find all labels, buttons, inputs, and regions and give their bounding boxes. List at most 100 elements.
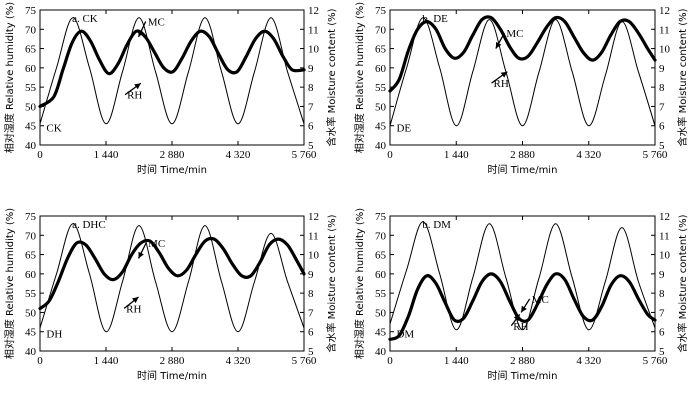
y-left-tick-label: 70 bbox=[375, 230, 387, 242]
y-left-tick-label: 55 bbox=[375, 288, 387, 300]
y-left-tick-label: 50 bbox=[375, 307, 387, 319]
y-right-tick-label: 12 bbox=[659, 5, 670, 17]
annotation-rh: RH bbox=[126, 303, 141, 315]
y-right-tick-label: 11 bbox=[659, 230, 670, 242]
series-mc-line bbox=[388, 15, 657, 93]
y-right-axis-label: 含水率 Moisture content (%) bbox=[325, 214, 338, 352]
y-right-tick-label: 9 bbox=[659, 269, 665, 281]
series-rh-line bbox=[39, 223, 305, 333]
x-tick-label: 5 760 bbox=[643, 149, 668, 161]
y-right-tick-label: 12 bbox=[308, 211, 319, 223]
x-tick-label: 0 bbox=[387, 355, 393, 367]
x-tick-label: 2 880 bbox=[160, 355, 185, 367]
x-tick-label: 1 440 bbox=[94, 355, 119, 367]
y-left-tick-label: 55 bbox=[375, 82, 387, 94]
y-left-tick-label: 70 bbox=[25, 24, 37, 36]
panel-label: a. CK bbox=[72, 13, 98, 25]
y-left-tick-label: 70 bbox=[375, 24, 387, 36]
y-right-axis-label: 含水率 Moisture content (%) bbox=[676, 8, 689, 146]
y-left-tick-label: 50 bbox=[25, 101, 37, 113]
y-right-tick-label: 5 bbox=[659, 346, 665, 358]
y-left-tick-label: 45 bbox=[375, 121, 387, 133]
panel-dm: 0 1 440 2 880 4 320 5 760 40 45 50 55 60 65 70 75 5 6 7… bbox=[353, 208, 689, 382]
y-right-tick-label: 12 bbox=[308, 5, 319, 17]
annotation-arrow-head bbox=[138, 30, 144, 37]
y-right-tick-label: 8 bbox=[308, 288, 314, 300]
y-right-tick-label: 7 bbox=[308, 307, 314, 319]
y-left-tick-label: 45 bbox=[375, 327, 387, 339]
annotation-arrow-head bbox=[495, 41, 502, 49]
y-right-tick-label: 10 bbox=[308, 44, 320, 56]
y-left-tick-label: 60 bbox=[25, 63, 37, 75]
annotation-arrow-head bbox=[138, 251, 144, 259]
x-tick-label: 5 760 bbox=[292, 149, 317, 161]
panel-de: 0 1 440 2 880 4 320 5 760 40 45 50 55 60 65 70 75 5 6 7… bbox=[353, 2, 689, 176]
y-right-tick-label: 8 bbox=[659, 288, 665, 300]
y-right-tick-label: 9 bbox=[659, 63, 665, 75]
y-left-tick-label: 60 bbox=[375, 63, 387, 75]
y-right-tick-label: 6 bbox=[308, 121, 314, 133]
series-mc-line bbox=[38, 29, 306, 108]
y-right-tick-label: 5 bbox=[308, 346, 314, 358]
series-rh-line bbox=[39, 17, 305, 125]
y-right-tick-label: 9 bbox=[308, 269, 314, 281]
x-tick-label: 0 bbox=[37, 149, 43, 161]
y-right-tick-label: 11 bbox=[659, 24, 670, 36]
y-left-tick-label: 45 bbox=[25, 327, 37, 339]
y-right-tick-label: 7 bbox=[308, 101, 314, 113]
treatment-label: CK bbox=[46, 123, 61, 135]
panel-ck: 0 1 440 2 880 4 320 5 760 40 45 50 55 60 65 70 75 5 6 7… bbox=[3, 2, 338, 176]
y-left-tick-label: 40 bbox=[375, 140, 387, 152]
y-left-tick-label: 60 bbox=[25, 269, 37, 281]
annotation-mc: MC bbox=[148, 16, 165, 28]
y-left-tick-label: 40 bbox=[375, 346, 387, 358]
x-axis-label: 时间 Time/min bbox=[488, 369, 558, 382]
x-axis-label: 时间 Time/min bbox=[488, 163, 558, 176]
annotation-rh: RH bbox=[494, 78, 509, 90]
y-right-tick-label: 8 bbox=[659, 82, 665, 94]
y-right-tick-label: 6 bbox=[308, 327, 314, 339]
y-left-axis-label: 相对湿度 Relative humidity (%) bbox=[3, 2, 16, 153]
x-tick-label: 2 880 bbox=[160, 149, 185, 161]
panel-dhc: 0 1 440 2 880 4 320 5 760 40 45 50 55 60 65 70 75 5 6 7… bbox=[3, 208, 338, 382]
y-right-tick-label: 11 bbox=[308, 230, 319, 242]
y-right-tick-label: 10 bbox=[659, 250, 671, 262]
annotation-arrow-head bbox=[521, 305, 527, 313]
y-left-tick-label: 75 bbox=[25, 211, 37, 223]
x-tick-label: 5 760 bbox=[643, 355, 668, 367]
y-right-tick-label: 6 bbox=[659, 327, 665, 339]
treatment-label: DH bbox=[46, 329, 62, 341]
annotation-arrow-head bbox=[131, 297, 139, 304]
x-tick-label: 2 880 bbox=[510, 149, 535, 161]
y-left-tick-label: 65 bbox=[25, 44, 37, 56]
y-left-tick-label: 60 bbox=[375, 269, 387, 281]
y-left-tick-label: 40 bbox=[25, 140, 37, 152]
y-left-tick-label: 75 bbox=[375, 5, 387, 17]
y-left-tick-label: 75 bbox=[25, 5, 37, 17]
annotation-arrow-head bbox=[513, 314, 520, 321]
x-tick-label: 1 440 bbox=[444, 149, 469, 161]
x-tick-label: 0 bbox=[37, 355, 43, 367]
y-left-tick-label: 45 bbox=[25, 121, 37, 133]
annotation-mc: MC bbox=[148, 238, 165, 250]
series-rh-line bbox=[389, 17, 656, 127]
y-right-tick-label: 12 bbox=[659, 211, 670, 223]
series-mc-line bbox=[388, 272, 657, 341]
y-left-axis-label: 相对湿度 Relative humidity (%) bbox=[353, 208, 366, 359]
y-left-tick-label: 50 bbox=[375, 101, 387, 113]
x-tick-label: 0 bbox=[387, 149, 393, 161]
y-left-tick-label: 55 bbox=[25, 82, 37, 94]
y-right-tick-label: 11 bbox=[308, 24, 319, 36]
panel-label: a. DHC bbox=[72, 219, 106, 231]
annotation-mc: MC bbox=[532, 294, 549, 306]
y-left-tick-label: 50 bbox=[25, 307, 37, 319]
y-right-tick-label: 5 bbox=[308, 140, 314, 152]
annotation-rh: RH bbox=[127, 90, 142, 102]
y-right-axis-label: 含水率 Moisture content (%) bbox=[676, 214, 689, 352]
x-tick-label: 2 880 bbox=[510, 355, 535, 367]
y-right-tick-label: 7 bbox=[659, 101, 665, 113]
y-right-tick-label: 9 bbox=[308, 63, 314, 75]
x-tick-label: 1 440 bbox=[444, 355, 469, 367]
y-right-tick-label: 10 bbox=[659, 44, 671, 56]
